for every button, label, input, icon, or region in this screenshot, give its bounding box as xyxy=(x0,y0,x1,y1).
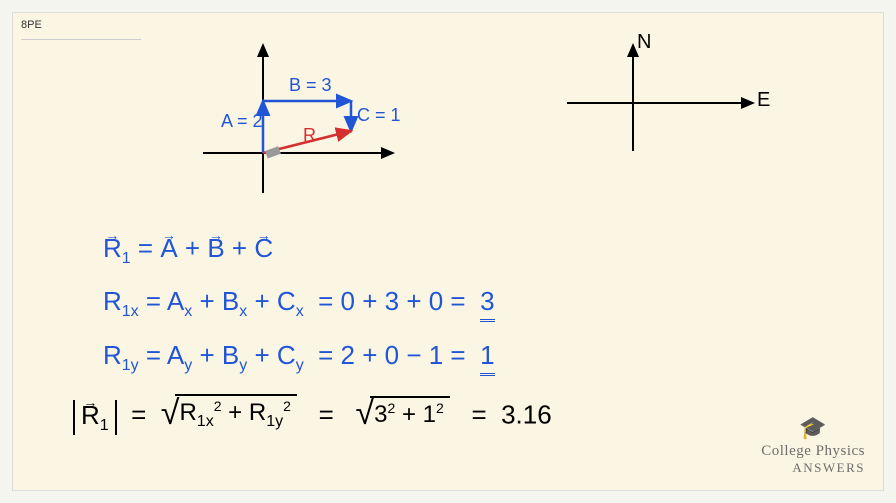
equation-2: R1x = Ax + Bx + Cx = 0 + 3 + 0 = 3 xyxy=(103,286,803,322)
equations-block: →R1 = →A + →B + →C R1x = Ax + Bx + Cx = … xyxy=(103,233,803,453)
label-east: E xyxy=(757,89,770,112)
equation-1: →R1 = →A + →B + →C xyxy=(103,233,803,268)
label-R: R xyxy=(303,125,316,146)
equation-3: R1y = Ay + By + Cy = 2 + 0 − 1 = 1 xyxy=(103,340,803,376)
label-A: A = 2 xyxy=(221,111,263,132)
label-north: N xyxy=(637,31,651,54)
problem-label: 8PE xyxy=(21,19,42,31)
label-C: C = 1 xyxy=(357,105,401,126)
vector-diagram: A = 2 B = 3 C = 1 R xyxy=(193,33,413,203)
watermark-line1: College Physics xyxy=(761,443,865,460)
label-B: B = 3 xyxy=(289,75,332,96)
divider xyxy=(21,39,141,40)
compass-diagram: N E xyxy=(553,33,773,163)
paper-surface: 8PE xyxy=(12,12,884,491)
mortarboard-icon: 🎓 xyxy=(761,415,865,441)
compass-svg xyxy=(553,33,773,163)
watermark-line2: ANSWERS xyxy=(761,460,865,476)
watermark: 🎓 College Physics ANSWERS xyxy=(761,415,865,476)
equation-4: →R1 = √ R1x2 + R1y2 = √ 32 + 12 = 3.16 xyxy=(73,394,803,435)
